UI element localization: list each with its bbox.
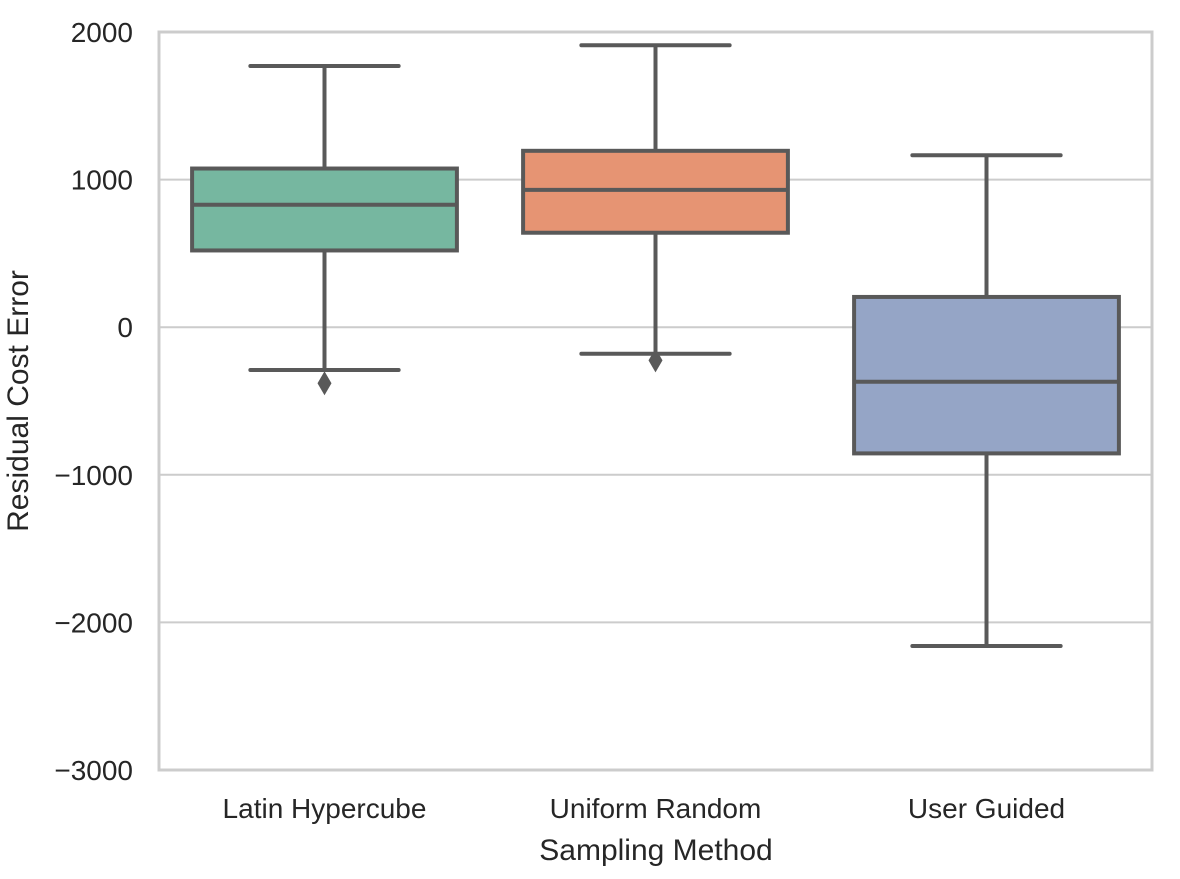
y-tick-label: 0 bbox=[117, 312, 133, 343]
x-tick-label: Latin Hypercube bbox=[223, 793, 427, 824]
y-tick-label: −1000 bbox=[54, 460, 133, 491]
iqr-box bbox=[190, 166, 459, 253]
x-axis-label: Sampling Method bbox=[539, 834, 772, 867]
box-group bbox=[521, 43, 790, 373]
iqr-box bbox=[852, 294, 1121, 456]
frame-layer bbox=[157, 30, 1154, 772]
plot-frame bbox=[157, 30, 1154, 772]
outlier-point bbox=[648, 348, 663, 373]
x-tick-label: User Guided bbox=[908, 793, 1065, 824]
x-tick-label: Uniform Random bbox=[550, 793, 762, 824]
tick-layer: 2000 1000 0 −1000 −2000 −3000 Latin Hypercube U… bbox=[54, 17, 1065, 824]
box-group bbox=[852, 153, 1121, 649]
y-tick-label: −3000 bbox=[54, 755, 133, 786]
box-layer bbox=[190, 43, 1121, 649]
box-group bbox=[190, 63, 459, 396]
outlier-point bbox=[317, 371, 332, 396]
y-axis-label: Residual Cost Error bbox=[2, 270, 35, 532]
y-tick-label: 1000 bbox=[71, 165, 133, 196]
y-tick-label: 2000 bbox=[71, 17, 133, 48]
y-tick-label: −2000 bbox=[54, 607, 133, 638]
